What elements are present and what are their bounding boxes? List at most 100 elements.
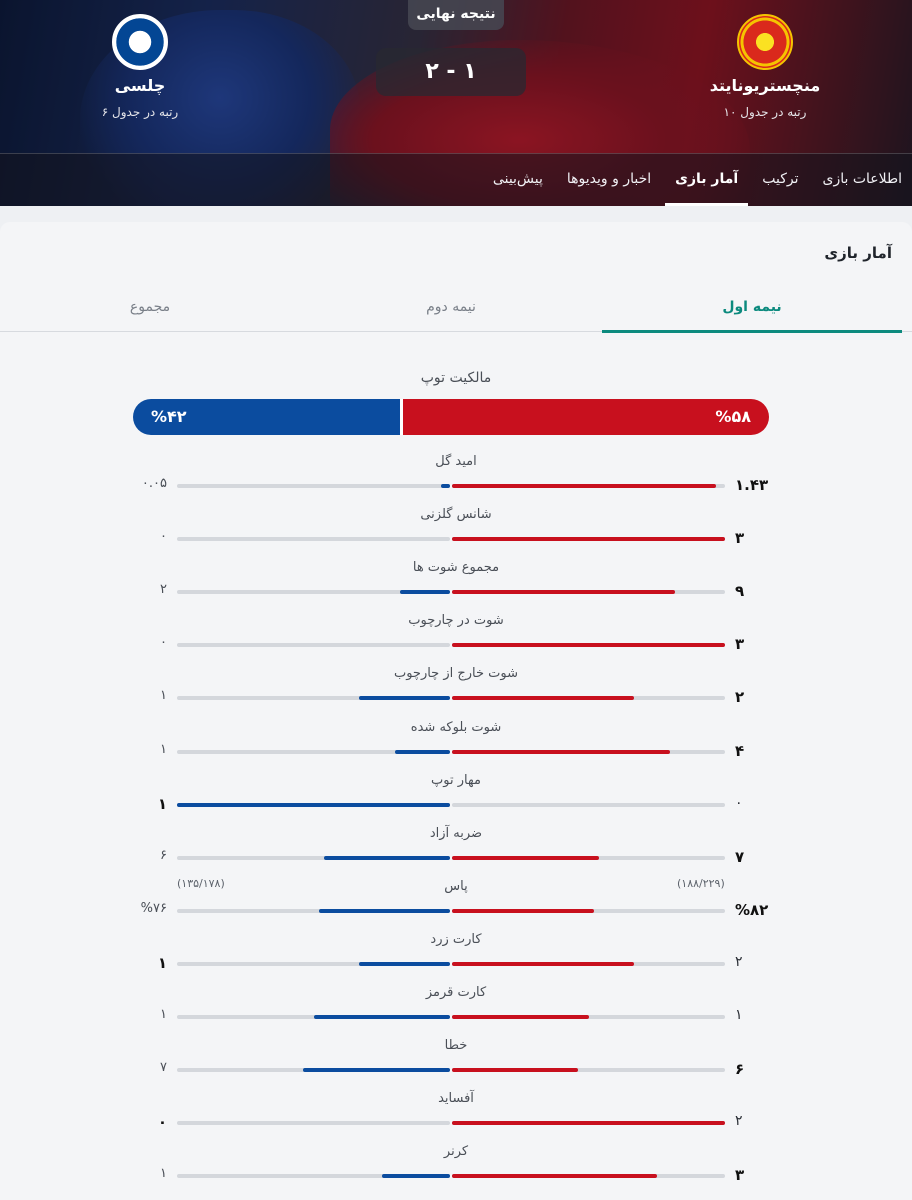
stat-away-detail: (۱۳۵/۱۷۸) <box>177 876 225 890</box>
stat-label: کارت زرد <box>430 931 482 947</box>
stat-home-track <box>452 484 725 488</box>
tab-match-info[interactable]: اطلاعات بازی <box>822 171 902 187</box>
stat-home-value: ۹ <box>735 582 745 601</box>
stat-home-track <box>452 908 725 913</box>
match-status-badge: نتیجه نهایی <box>408 0 504 30</box>
stat-away-value: ۱ <box>160 1166 167 1182</box>
stat-away-value: ۰ <box>160 635 167 651</box>
stat-home-value: ۱ <box>735 1007 743 1023</box>
tab-full-match[interactable]: مجموع <box>129 299 171 315</box>
stat-home-value: ۱.۴۳ <box>735 476 769 494</box>
stat-label: شوت بلوکه شده <box>410 719 502 735</box>
stat-row: خطا ۶ ۷ <box>0 1038 912 1091</box>
stat-away-value: ۱ <box>157 794 167 813</box>
stat-home-track <box>452 749 725 754</box>
stat-label: کارت قرمز <box>425 985 487 1000</box>
stat-away-bar <box>313 1015 450 1019</box>
possession-away-segment: %۴۲ <box>133 399 401 435</box>
stat-label: پاس <box>444 878 468 894</box>
stat-home-track <box>452 696 725 701</box>
stat-home-value: ۶ <box>735 1060 745 1079</box>
stat-home-track <box>452 1015 725 1019</box>
stat-row: مجموع شوت ها ۹ ۲ <box>0 560 912 613</box>
stat-row: کرنر ۳ ۱ <box>0 1144 912 1197</box>
stat-home-value: ۴ <box>735 741 745 760</box>
stat-label: شانس گلزنی <box>420 507 492 523</box>
stat-home-bar <box>452 696 634 701</box>
stat-away-track <box>177 643 450 648</box>
stat-away-bar <box>318 908 450 913</box>
stat-away-bar <box>440 484 450 488</box>
stat-row: شوت بلوکه شده ۴ ۱ <box>0 720 912 773</box>
stat-row: شوت در چارچوب ۳ ۰ <box>0 613 912 666</box>
stat-home-track <box>452 855 725 860</box>
stat-label: ضربه آزاد <box>429 825 483 841</box>
stat-home-track <box>452 1068 725 1073</box>
tab-prediction[interactable]: پیش‌بینی <box>492 171 543 187</box>
stat-away-value: ۱ <box>160 741 167 757</box>
stat-row: کارت قرمز ۱ ۱ <box>0 985 912 1038</box>
stat-away-bar <box>324 855 450 860</box>
tab-second-half[interactable]: نیمه دوم <box>426 299 476 315</box>
stat-home-track <box>452 1121 725 1126</box>
match-nav-tabs: اطلاعات بازی ترکیب آمار بازی اخبار و وید… <box>479 153 912 206</box>
stat-away-bar <box>303 1068 450 1073</box>
stat-home-value: %۸۲ <box>735 900 769 919</box>
stat-label: مهار توپ <box>431 772 481 788</box>
header-nav-background <box>0 153 912 206</box>
tab-lineup[interactable]: ترکیب <box>762 171 799 187</box>
stat-home-value: ۰ <box>735 794 743 811</box>
stat-away-track <box>177 696 450 701</box>
tab-news-videos[interactable]: اخبار و ویدیوها <box>566 171 652 187</box>
stat-away-value: ۰.۰۵ <box>141 476 167 491</box>
stat-home-bar <box>452 908 594 913</box>
stat-home-bar <box>452 537 725 542</box>
stat-home-value: ۲ <box>735 1113 743 1130</box>
stat-home-bar <box>452 855 599 860</box>
tab-first-half[interactable]: نیمه اول <box>602 288 902 333</box>
possession-bar: %۴۲ %۵۸ <box>133 399 769 435</box>
home-team[interactable]: منچستریونایتد رتبه در جدول ۱۰ <box>700 14 830 119</box>
stat-home-bar <box>452 1015 589 1019</box>
stat-away-bar <box>381 1174 450 1179</box>
tab-match-stats[interactable]: آمار بازی <box>665 153 749 206</box>
stat-away-track <box>177 855 450 860</box>
stat-row: پاس %۸۲ %۷۶ (۱۸۸/۲۲۹) (۱۳۵/۱۷۸) <box>0 876 912 932</box>
stat-home-value: ۳ <box>735 635 745 654</box>
stat-home-bar <box>452 590 676 595</box>
stat-away-track <box>177 908 450 913</box>
stat-away-bar <box>400 590 450 595</box>
possession-home-value: %۵۸ <box>715 407 751 426</box>
away-team[interactable]: چلسی رتبه در جدول ۶ <box>80 14 200 119</box>
stat-away-value: %۷۶ <box>140 900 167 916</box>
stat-label: خطا <box>444 1038 468 1054</box>
stat-away-track <box>177 1068 450 1073</box>
stat-away-value: ۱ <box>160 1007 167 1022</box>
stat-home-value: ۲ <box>735 688 745 707</box>
chelsea-crest-icon <box>112 14 168 70</box>
stat-home-track <box>452 802 725 807</box>
stat-away-value: ۷ <box>160 1060 167 1076</box>
manchester-united-crest-icon <box>737 14 793 70</box>
stat-home-bar <box>452 961 634 966</box>
stat-home-track <box>452 1174 725 1179</box>
stat-row: شانس گلزنی ۳ ۰ <box>0 507 912 560</box>
stat-row: مهار توپ ۰ ۱ <box>0 773 912 826</box>
stat-away-track <box>177 1121 450 1126</box>
home-team-name: منچستریونایتد <box>709 76 821 95</box>
stat-away-value: ۶ <box>160 847 167 863</box>
stat-away-track <box>177 802 450 807</box>
stat-row: ضربه آزاد ۷ ۶ <box>0 826 912 879</box>
stat-home-value: ۳ <box>735 529 745 548</box>
stat-label: امید گل <box>435 454 477 469</box>
stat-home-bar <box>452 1121 725 1126</box>
stat-away-value: ۲ <box>160 582 167 598</box>
stat-away-value: ۱ <box>157 953 167 972</box>
away-team-name: چلسی <box>114 76 166 95</box>
stat-row: شوت خارج از چارچوب ۲ ۱ <box>0 666 912 719</box>
stat-label: شوت در چارچوب <box>408 613 504 629</box>
stat-home-value: ۷ <box>735 847 745 866</box>
stat-home-bar <box>452 749 671 754</box>
stat-away-value: ۰ <box>157 1113 167 1132</box>
stat-home-track <box>452 537 725 542</box>
